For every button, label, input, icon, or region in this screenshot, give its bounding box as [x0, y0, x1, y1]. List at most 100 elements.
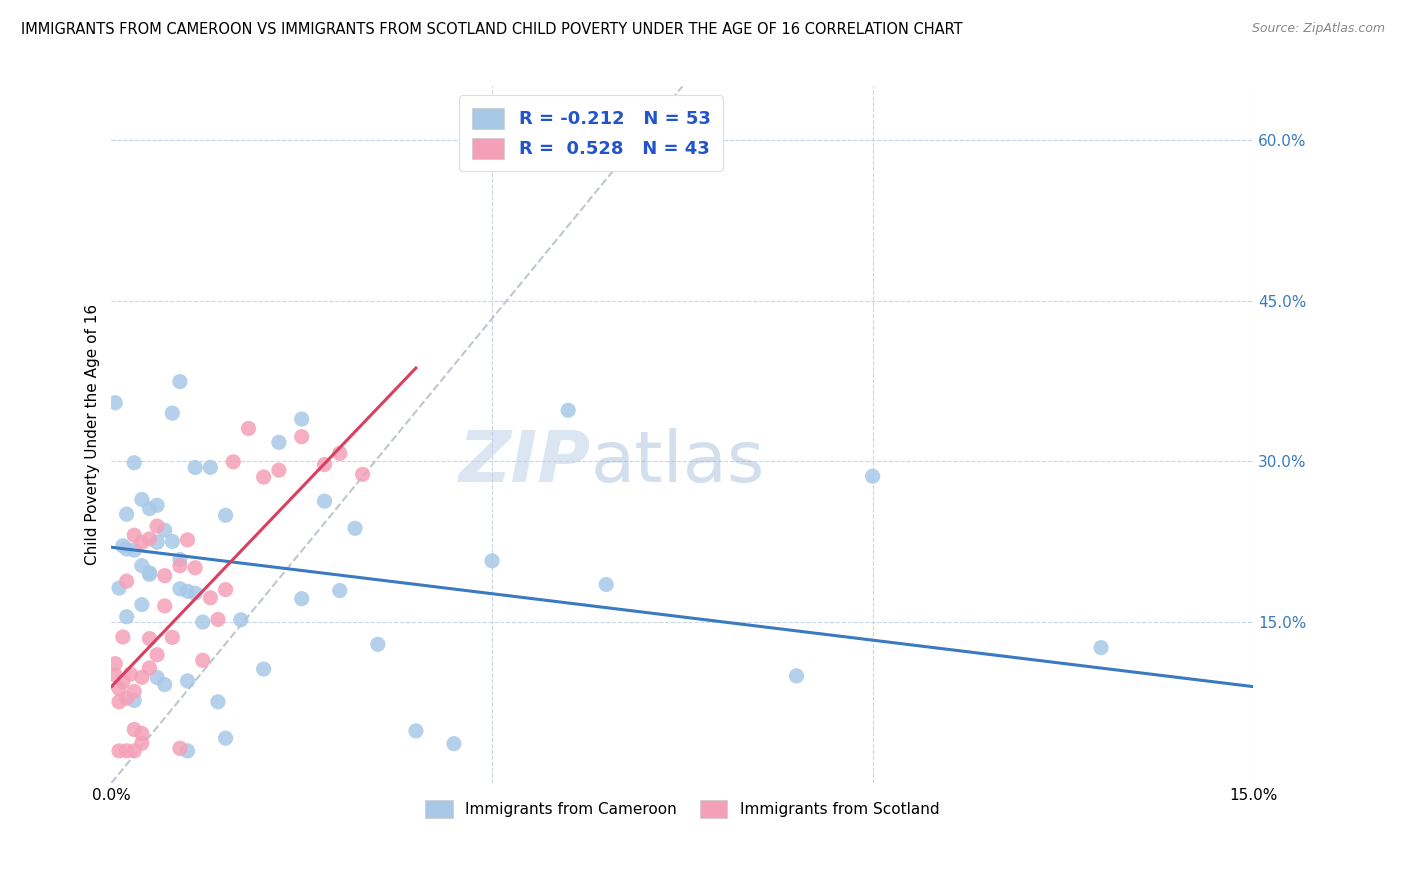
Point — [146, 519, 169, 533]
Point — [169, 375, 191, 389]
Point — [314, 458, 336, 472]
Point — [405, 723, 427, 738]
Point — [1090, 640, 1112, 655]
Point — [253, 662, 276, 676]
Point — [443, 737, 465, 751]
Point — [214, 731, 236, 746]
Point — [131, 492, 153, 507]
Point — [131, 670, 153, 684]
Point — [191, 653, 214, 667]
Point — [862, 469, 884, 483]
Point — [291, 412, 314, 426]
Point — [138, 632, 160, 646]
Point — [176, 584, 198, 599]
Point — [191, 615, 214, 629]
Point — [222, 455, 245, 469]
Point — [115, 541, 138, 556]
Point — [169, 558, 191, 573]
Text: ZIP: ZIP — [458, 428, 591, 497]
Point — [176, 673, 198, 688]
Point — [104, 396, 127, 410]
Point — [367, 637, 389, 651]
Point — [214, 582, 236, 597]
Point — [115, 691, 138, 706]
Point — [200, 591, 222, 605]
Point — [162, 631, 184, 645]
Point — [108, 581, 131, 595]
Point — [481, 554, 503, 568]
Point — [267, 435, 290, 450]
Point — [238, 421, 260, 435]
Point — [122, 456, 145, 470]
Point — [786, 669, 808, 683]
Legend: Immigrants from Cameroon, Immigrants from Scotland: Immigrants from Cameroon, Immigrants fro… — [419, 794, 945, 824]
Point — [314, 494, 336, 508]
Point — [153, 523, 176, 537]
Point — [146, 648, 169, 662]
Point — [291, 591, 314, 606]
Point — [153, 678, 176, 692]
Point — [122, 543, 145, 558]
Point — [169, 741, 191, 756]
Point — [108, 744, 131, 758]
Point — [146, 535, 169, 549]
Point — [267, 463, 290, 477]
Point — [131, 598, 153, 612]
Text: Source: ZipAtlas.com: Source: ZipAtlas.com — [1251, 22, 1385, 36]
Point — [131, 558, 153, 573]
Point — [120, 667, 142, 681]
Point — [229, 613, 252, 627]
Y-axis label: Child Poverty Under the Age of 16: Child Poverty Under the Age of 16 — [86, 304, 100, 566]
Point — [329, 583, 352, 598]
Point — [122, 744, 145, 758]
Point — [214, 508, 236, 523]
Point — [153, 568, 176, 582]
Point — [138, 567, 160, 582]
Point — [557, 403, 579, 417]
Point — [104, 657, 127, 671]
Point — [184, 561, 207, 575]
Point — [343, 521, 366, 535]
Point — [131, 726, 153, 740]
Point — [176, 744, 198, 758]
Point — [162, 406, 184, 420]
Point — [111, 539, 134, 553]
Point — [184, 586, 207, 600]
Point — [115, 574, 138, 588]
Point — [329, 446, 352, 460]
Point — [131, 535, 153, 549]
Point — [138, 501, 160, 516]
Point — [138, 532, 160, 546]
Point — [200, 460, 222, 475]
Point — [122, 528, 145, 542]
Point — [153, 599, 176, 613]
Point — [162, 534, 184, 549]
Point — [169, 582, 191, 596]
Point — [138, 566, 160, 580]
Point — [169, 552, 191, 566]
Point — [111, 674, 134, 689]
Point — [108, 695, 131, 709]
Point — [111, 630, 134, 644]
Point — [146, 670, 169, 684]
Point — [207, 612, 229, 626]
Point — [104, 668, 127, 682]
Point — [207, 695, 229, 709]
Point — [108, 681, 131, 696]
Point — [122, 723, 145, 737]
Point — [115, 744, 138, 758]
Point — [138, 661, 160, 675]
Text: atlas: atlas — [591, 428, 765, 497]
Point — [253, 470, 276, 484]
Point — [352, 467, 374, 482]
Point — [115, 609, 138, 624]
Point — [176, 533, 198, 547]
Point — [184, 460, 207, 475]
Point — [131, 736, 153, 750]
Point — [122, 693, 145, 707]
Point — [146, 498, 169, 512]
Text: IMMIGRANTS FROM CAMEROON VS IMMIGRANTS FROM SCOTLAND CHILD POVERTY UNDER THE AGE: IMMIGRANTS FROM CAMEROON VS IMMIGRANTS F… — [21, 22, 963, 37]
Point — [115, 507, 138, 521]
Point — [291, 430, 314, 444]
Point — [595, 577, 617, 591]
